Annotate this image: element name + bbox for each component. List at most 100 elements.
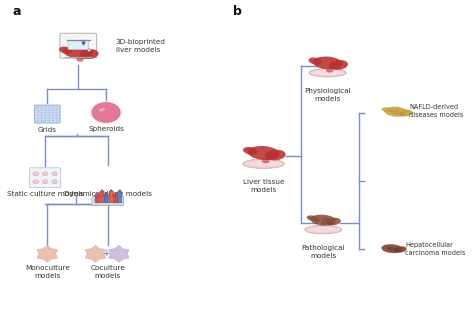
Circle shape (92, 103, 120, 122)
Circle shape (45, 120, 46, 121)
Polygon shape (109, 246, 129, 262)
Ellipse shape (329, 60, 348, 70)
Circle shape (48, 115, 50, 116)
Ellipse shape (382, 244, 403, 253)
Ellipse shape (244, 159, 283, 168)
Text: Grids: Grids (38, 127, 57, 134)
FancyBboxPatch shape (118, 191, 122, 203)
Ellipse shape (305, 226, 341, 233)
FancyBboxPatch shape (100, 191, 104, 203)
FancyBboxPatch shape (109, 191, 114, 203)
Circle shape (396, 108, 400, 110)
Ellipse shape (382, 107, 392, 112)
Ellipse shape (307, 215, 318, 221)
Circle shape (88, 49, 91, 51)
Text: Dynamic culture models: Dynamic culture models (64, 191, 152, 197)
FancyBboxPatch shape (29, 168, 61, 188)
Circle shape (56, 107, 57, 108)
Circle shape (393, 110, 399, 115)
Circle shape (321, 217, 329, 222)
Text: Pathological
models: Pathological models (301, 245, 345, 259)
Polygon shape (85, 246, 105, 262)
Ellipse shape (80, 49, 99, 59)
Circle shape (400, 112, 404, 115)
Circle shape (45, 115, 46, 116)
FancyBboxPatch shape (35, 105, 60, 123)
Circle shape (45, 112, 46, 113)
Ellipse shape (326, 218, 341, 225)
Circle shape (37, 115, 38, 116)
Circle shape (42, 180, 48, 184)
Circle shape (390, 110, 393, 113)
FancyBboxPatch shape (60, 33, 97, 58)
Text: a: a (12, 5, 20, 18)
Polygon shape (37, 246, 57, 262)
Text: Coculture
models: Coculture models (91, 265, 125, 279)
Circle shape (41, 112, 42, 113)
Circle shape (45, 118, 46, 119)
Ellipse shape (399, 110, 412, 117)
Ellipse shape (384, 107, 408, 117)
Circle shape (42, 172, 48, 176)
Text: Liver tissue
models: Liver tissue models (243, 179, 284, 193)
FancyBboxPatch shape (68, 41, 88, 50)
Circle shape (48, 120, 50, 121)
Circle shape (48, 118, 50, 119)
FancyBboxPatch shape (104, 193, 109, 203)
Ellipse shape (243, 147, 257, 155)
Ellipse shape (262, 158, 270, 163)
Ellipse shape (99, 108, 105, 111)
FancyBboxPatch shape (114, 193, 118, 203)
Circle shape (90, 101, 122, 124)
Circle shape (389, 247, 395, 251)
Circle shape (41, 107, 42, 108)
Circle shape (321, 222, 326, 226)
Text: +: + (103, 249, 110, 258)
Circle shape (48, 112, 50, 113)
Circle shape (37, 112, 38, 113)
Circle shape (52, 172, 57, 176)
Text: Static culture models: Static culture models (7, 191, 83, 197)
Circle shape (395, 248, 400, 252)
Circle shape (37, 120, 38, 121)
Circle shape (386, 246, 391, 249)
Circle shape (53, 115, 54, 116)
Circle shape (41, 118, 42, 119)
Circle shape (53, 118, 54, 119)
Circle shape (110, 190, 113, 191)
Circle shape (56, 115, 57, 116)
Ellipse shape (248, 146, 280, 160)
Circle shape (53, 112, 54, 113)
Circle shape (118, 190, 121, 191)
Circle shape (56, 112, 57, 113)
Ellipse shape (313, 56, 342, 70)
Circle shape (53, 107, 54, 108)
Ellipse shape (59, 46, 73, 54)
Circle shape (56, 120, 57, 121)
Text: Physiological
models: Physiological models (304, 88, 351, 102)
Text: 3D-bioprinted
liver models: 3D-bioprinted liver models (116, 39, 166, 53)
Circle shape (41, 115, 42, 116)
Circle shape (96, 192, 99, 194)
Text: Hepatocellular
carcinoma models: Hepatocellular carcinoma models (405, 242, 465, 256)
Circle shape (48, 107, 50, 108)
Circle shape (114, 192, 117, 194)
Circle shape (37, 118, 38, 119)
Text: Monoculture
models: Monoculture models (25, 265, 70, 279)
Circle shape (33, 172, 38, 176)
FancyBboxPatch shape (92, 197, 124, 206)
Ellipse shape (265, 150, 286, 160)
Circle shape (327, 221, 333, 226)
Circle shape (37, 107, 38, 108)
Ellipse shape (310, 69, 346, 77)
Circle shape (315, 218, 320, 222)
Ellipse shape (326, 68, 333, 73)
Ellipse shape (309, 68, 346, 77)
Circle shape (52, 180, 57, 184)
Ellipse shape (310, 215, 336, 226)
FancyBboxPatch shape (95, 193, 100, 203)
Circle shape (33, 180, 38, 184)
Circle shape (45, 107, 46, 108)
Circle shape (56, 118, 57, 119)
Text: Spheroids: Spheroids (88, 126, 124, 132)
